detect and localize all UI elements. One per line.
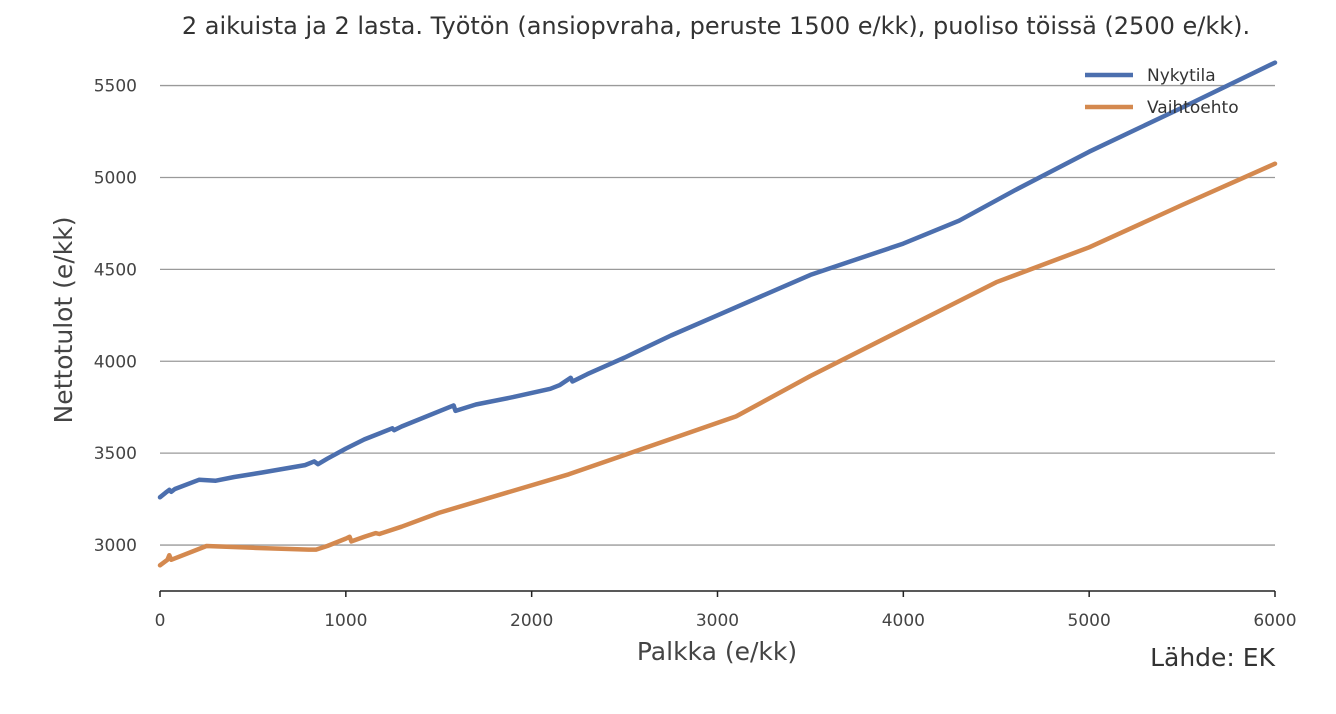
- x-tick-label: 0: [155, 611, 166, 631]
- y-tick-label: 5500: [94, 77, 137, 97]
- legend-label-nykytila: Nykytila: [1147, 66, 1216, 86]
- y-tick-labels: 3000 3500 4000 4500 5000 5500: [94, 77, 137, 556]
- gridlines: [160, 84, 1275, 546]
- y-tick-label: 3000: [94, 536, 137, 556]
- legend-label-vaihtoehto: Vaihtoehto: [1147, 98, 1239, 118]
- x-tick-labels: 0 1000 2000 3000 4000 5000 6000: [155, 591, 1297, 631]
- y-tick-label: 4500: [94, 260, 137, 280]
- x-tick-label: 2000: [510, 611, 553, 631]
- x-tick-label: 5000: [1068, 611, 1111, 631]
- x-tick-label: 3000: [696, 611, 739, 631]
- y-tick-label: 4000: [94, 352, 137, 372]
- y-tick-label: 3500: [94, 444, 137, 464]
- series-line-vaihtoehto: [157, 161, 1278, 568]
- series-lines: [157, 60, 1278, 568]
- source-note: Lähde: EK: [1150, 643, 1276, 672]
- legend: Nykytila Vaihtoehto: [1085, 66, 1239, 118]
- series-line-nykytila: [157, 60, 1278, 500]
- x-axis-label: Palkka (e/kk): [637, 637, 797, 666]
- x-tick-label: 6000: [1253, 611, 1296, 631]
- chart-title: 2 aikuista ja 2 lasta. Työtön (ansiopvra…: [182, 12, 1250, 40]
- x-tick-label: 4000: [882, 611, 925, 631]
- y-tick-label: 5000: [94, 168, 137, 188]
- y-axis-label: Nettotulot (e/kk): [49, 217, 78, 424]
- x-tick-label: 1000: [324, 611, 367, 631]
